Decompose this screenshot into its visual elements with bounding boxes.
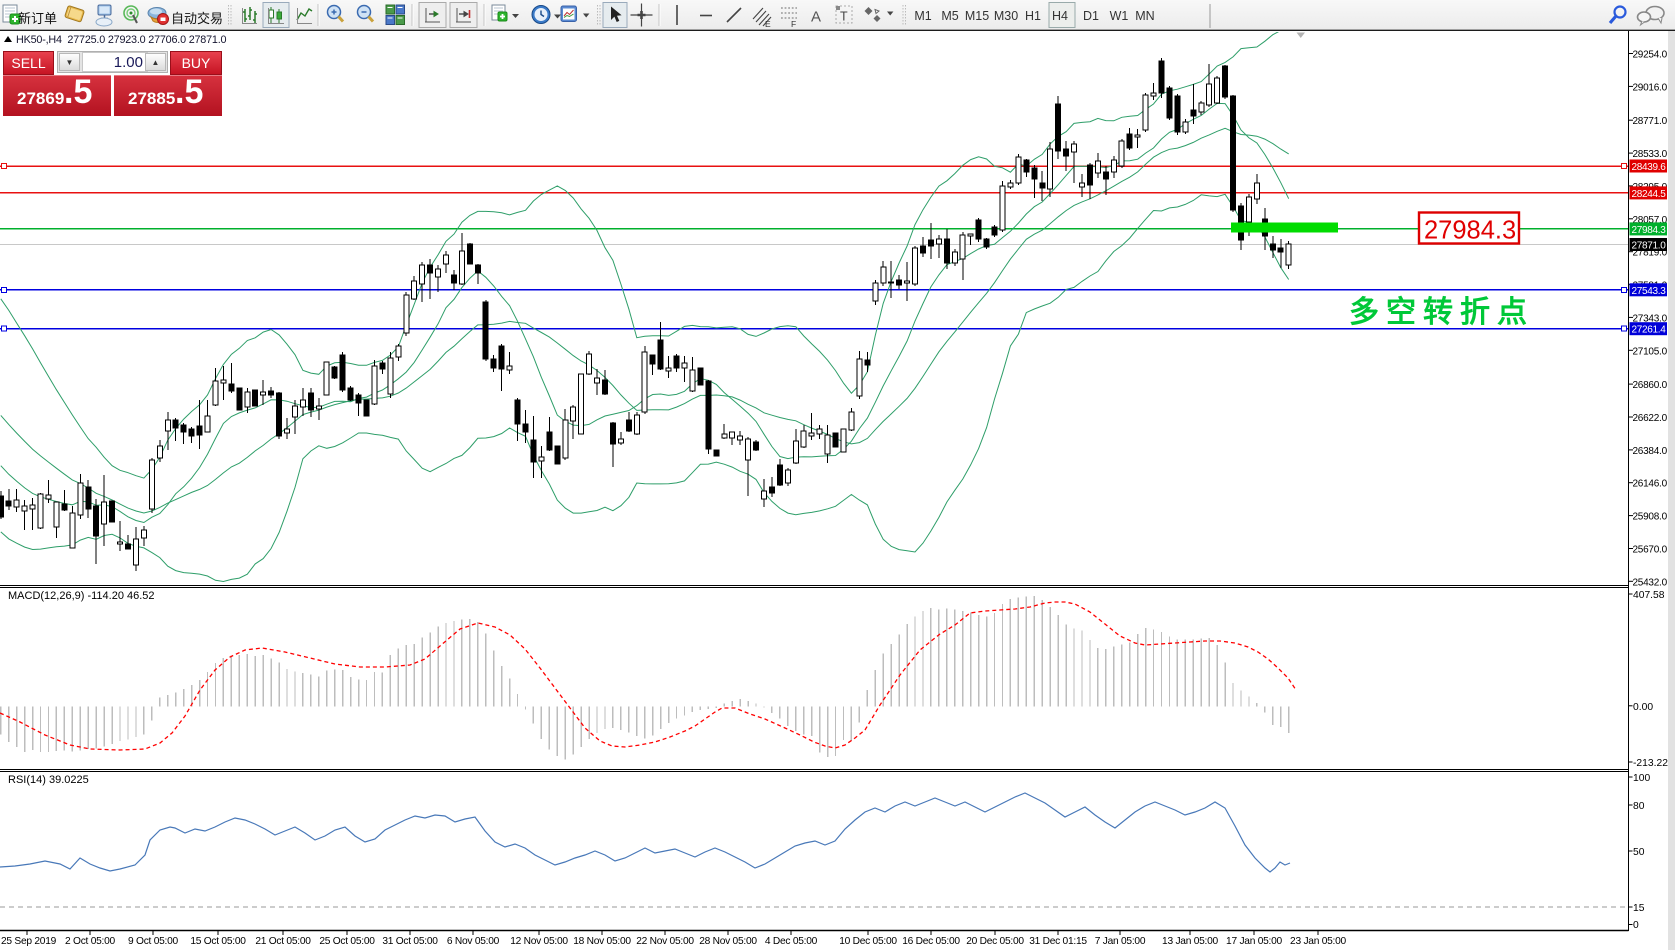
svg-text:9 Oct 05:00: 9 Oct 05:00 (128, 936, 179, 947)
svg-text:23 Jan 05:00: 23 Jan 05:00 (1290, 936, 1346, 947)
svg-text:-213.22: -213.22 (1633, 758, 1668, 769)
svg-text:100: 100 (1633, 773, 1650, 784)
svg-text:31 Dec 01:15: 31 Dec 01:15 (1029, 936, 1087, 947)
svg-text:26622.0: 26622.0 (1633, 413, 1668, 424)
svg-text:26146.0: 26146.0 (1633, 479, 1668, 490)
svg-text:10 Dec 05:00: 10 Dec 05:00 (839, 936, 897, 947)
svg-text:31 Oct 05:00: 31 Oct 05:00 (382, 936, 438, 947)
svg-text:27543.3: 27543.3 (1632, 286, 1667, 297)
svg-text:28057.0: 28057.0 (1633, 215, 1668, 226)
svg-text:27261.4: 27261.4 (1632, 325, 1667, 336)
svg-text:M15: M15 (965, 9, 989, 23)
svg-text:M30: M30 (994, 9, 1018, 23)
svg-text:18 Nov 05:00: 18 Nov 05:00 (573, 936, 631, 947)
svg-text:25908.0: 25908.0 (1633, 512, 1668, 523)
svg-text:25432.0: 25432.0 (1633, 577, 1668, 588)
svg-text:27343.0: 27343.0 (1633, 313, 1668, 324)
svg-text:HK50-,H4 27725.0 27923.0 2770: HK50-,H4 27725.0 27923.0 27706.0 27871.0 (16, 34, 227, 46)
svg-text:26384.0: 26384.0 (1633, 446, 1668, 457)
svg-text:407.58: 407.58 (1633, 590, 1665, 601)
svg-text:T: T (840, 10, 848, 24)
svg-text:13 Jan 05:00: 13 Jan 05:00 (1162, 936, 1218, 947)
svg-text:25 Sep 2019: 25 Sep 2019 (1, 936, 57, 947)
svg-text:15 Oct 05:00: 15 Oct 05:00 (190, 936, 246, 947)
svg-text:28533.0: 28533.0 (1633, 149, 1668, 160)
svg-text:F: F (791, 19, 796, 29)
svg-text:20 Dec 05:00: 20 Dec 05:00 (966, 936, 1024, 947)
svg-text:7 Jan 05:00: 7 Jan 05:00 (1095, 936, 1146, 947)
svg-text:25 Oct 05:00: 25 Oct 05:00 (319, 936, 375, 947)
svg-text:0: 0 (1633, 920, 1639, 931)
svg-text:22 Nov 05:00: 22 Nov 05:00 (636, 936, 694, 947)
svg-text:12 Nov 05:00: 12 Nov 05:00 (510, 936, 568, 947)
svg-text:H4: H4 (1052, 9, 1068, 23)
svg-text:28771.0: 28771.0 (1633, 116, 1668, 127)
svg-text:28 Nov 05:00: 28 Nov 05:00 (699, 936, 757, 947)
svg-text:28439.6: 28439.6 (1632, 162, 1667, 173)
svg-text:2 Oct 05:00: 2 Oct 05:00 (65, 936, 116, 947)
svg-text:27105.0: 27105.0 (1633, 346, 1668, 357)
svg-text:17 Jan 05:00: 17 Jan 05:00 (1226, 936, 1282, 947)
svg-text:M1: M1 (914, 9, 931, 23)
svg-text:15: 15 (1633, 903, 1645, 914)
svg-text:A: A (811, 9, 821, 26)
svg-text:M5: M5 (941, 9, 958, 23)
svg-text:25670.0: 25670.0 (1633, 545, 1668, 556)
svg-text:6 Nov 05:00: 6 Nov 05:00 (447, 936, 500, 947)
svg-text:0.00: 0.00 (1633, 702, 1653, 713)
svg-text:21 Oct 05:00: 21 Oct 05:00 (255, 936, 311, 947)
svg-text:80: 80 (1633, 801, 1645, 812)
svg-text:27984.3: 27984.3 (1424, 217, 1516, 245)
svg-text:27871.0: 27871.0 (1632, 241, 1667, 252)
svg-text:28244.5: 28244.5 (1632, 189, 1667, 200)
svg-text:27984.3: 27984.3 (1632, 225, 1667, 236)
svg-text:26860.0: 26860.0 (1633, 380, 1668, 391)
svg-text:50: 50 (1633, 847, 1645, 858)
svg-text:W1: W1 (1110, 9, 1129, 23)
svg-text:MN: MN (1135, 9, 1154, 23)
svg-text:RSI(14) 39.0225: RSI(14) 39.0225 (8, 774, 89, 786)
svg-text:29254.0: 29254.0 (1633, 50, 1668, 61)
svg-text:27819.0: 27819.0 (1633, 248, 1668, 259)
svg-text:E: E (765, 19, 771, 29)
svg-text:多空转折点: 多空转折点 (1349, 296, 1534, 329)
svg-text:D1: D1 (1083, 9, 1099, 23)
svg-text:H1: H1 (1025, 9, 1041, 23)
svg-text:MACD(12,26,9) -114.20 46.52: MACD(12,26,9) -114.20 46.52 (8, 590, 155, 602)
svg-text:29016.0: 29016.0 (1633, 82, 1668, 93)
svg-text:4 Dec 05:00: 4 Dec 05:00 (765, 936, 818, 947)
svg-text:16 Dec 05:00: 16 Dec 05:00 (902, 936, 960, 947)
